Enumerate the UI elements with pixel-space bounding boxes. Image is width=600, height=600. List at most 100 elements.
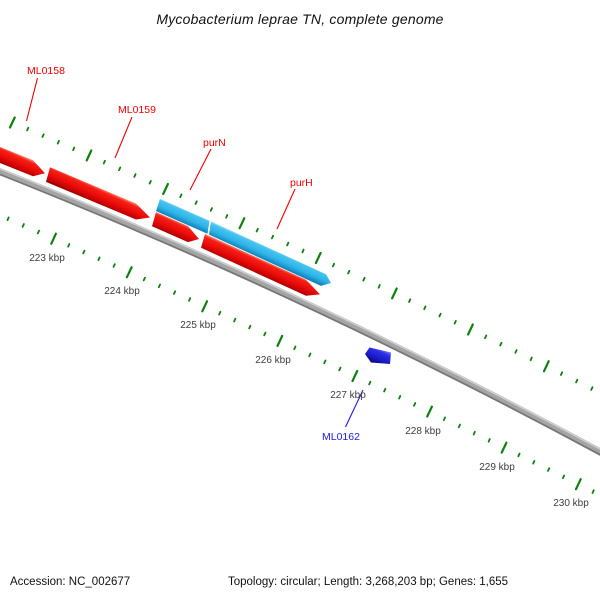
minor-tick <box>453 319 457 325</box>
scale-label-224: 224 kbp <box>104 286 140 297</box>
minor-tick <box>529 356 533 362</box>
gene-arrow-ML0162 <box>365 347 391 364</box>
minor-tick <box>331 262 336 268</box>
minor-tick <box>338 366 342 372</box>
gene-arrow-purN <box>156 198 210 234</box>
minor-tick <box>179 193 183 199</box>
minor-tick <box>255 227 259 233</box>
minor-tick <box>263 331 267 337</box>
minor-tick <box>148 179 152 185</box>
minor-tick <box>188 297 192 302</box>
kbp-tick <box>467 323 474 336</box>
minor-tick <box>97 256 101 262</box>
minor-tick <box>142 276 146 282</box>
minor-tick <box>547 467 551 472</box>
minor-tick <box>323 359 327 365</box>
minor-tick <box>368 380 372 386</box>
minor-tick <box>248 324 252 330</box>
kbp-tick <box>85 149 93 162</box>
minor-tick <box>487 438 491 443</box>
minor-tick <box>413 402 417 407</box>
minor-tick <box>408 298 412 303</box>
minor-tick <box>301 248 305 254</box>
minor-tick <box>72 146 76 152</box>
minor-tick <box>532 459 536 465</box>
scale-label-227: 227 kbp <box>330 390 366 401</box>
map-title: Mycobacterium leprae TN, complete genome <box>156 11 444 27</box>
minor-tick <box>209 207 213 212</box>
minor-tick <box>499 341 503 347</box>
minor-tick <box>591 489 595 494</box>
gene-arrow-purH <box>209 221 331 286</box>
minor-tick <box>560 371 564 376</box>
kbp-tick <box>201 300 209 313</box>
kbp-tick <box>276 334 284 347</box>
minor-tick <box>442 416 447 422</box>
minor-tick <box>562 474 565 480</box>
kbp-tick <box>542 360 550 373</box>
minor-tick <box>21 223 25 228</box>
kbp-tick <box>351 369 359 383</box>
kbp-tick <box>391 287 398 300</box>
minor-tick <box>347 269 351 275</box>
minor-tick <box>270 234 275 240</box>
outer-tick-ring <box>8 116 594 391</box>
gene-arrow-unlabeled-3 <box>201 233 320 296</box>
minor-tick <box>41 133 45 138</box>
minor-tick <box>383 387 387 393</box>
kbp-tick <box>500 441 508 454</box>
gene-arrow-ML0158 <box>0 147 45 177</box>
kbp-tick <box>162 182 169 196</box>
scale-label-229: 229 kbp <box>479 462 515 473</box>
gene-arrow-ML0159 <box>46 167 150 220</box>
gene-label-ML0162: ML0162 <box>322 431 360 443</box>
minor-tick <box>118 166 122 172</box>
kbp-tick <box>238 217 246 230</box>
minor-tick <box>157 283 162 289</box>
kbp-tick <box>8 116 16 129</box>
minor-tick <box>423 305 427 311</box>
minor-tick <box>233 317 237 323</box>
inner-tick-ring <box>6 216 595 494</box>
minor-tick <box>514 349 518 354</box>
scale-label-228: 228 kbp <box>405 426 441 437</box>
gene-label-ML0159: ML0159 <box>118 104 156 116</box>
minor-tick <box>172 290 177 295</box>
genome-stats-text: Topology: circular; Length: 3,268,203 bp… <box>228 576 509 588</box>
minor-tick <box>362 276 366 282</box>
minor-tick <box>575 378 579 384</box>
minor-tick <box>133 173 137 178</box>
minor-tick <box>377 284 381 289</box>
label-line-ML0158 <box>25 77 39 122</box>
minor-tick <box>590 386 594 391</box>
gene-label-ML0158: ML0158 <box>27 65 65 77</box>
genome-backbone <box>0 167 600 456</box>
minor-tick <box>82 249 86 255</box>
scale-label-225: 225 kbp <box>180 320 216 331</box>
minor-tick <box>102 159 106 165</box>
kbp-tick <box>426 405 433 418</box>
minor-tick <box>457 423 461 429</box>
minor-tick <box>6 216 10 222</box>
minor-tick <box>293 345 297 351</box>
minor-tick <box>67 243 71 248</box>
minor-tick <box>484 334 488 340</box>
kbp-tick <box>574 478 582 491</box>
kbp-tick <box>314 251 322 265</box>
label-line-purN <box>189 148 212 191</box>
minor-tick <box>225 214 229 219</box>
gene-label-purH: purH <box>290 177 313 189</box>
gene-label-purN: purN <box>203 137 226 149</box>
minor-tick <box>286 241 290 247</box>
minor-tick <box>26 126 30 132</box>
minor-tick <box>194 200 198 205</box>
scale-label-230: 230 kbp <box>553 498 589 509</box>
label-line-purH <box>276 188 296 230</box>
label-line-ML0159 <box>114 116 133 159</box>
minor-tick <box>218 310 222 316</box>
kbp-tick <box>50 232 58 245</box>
minor-tick <box>398 394 402 400</box>
kbp-tick <box>125 266 133 279</box>
minor-tick <box>112 263 116 268</box>
